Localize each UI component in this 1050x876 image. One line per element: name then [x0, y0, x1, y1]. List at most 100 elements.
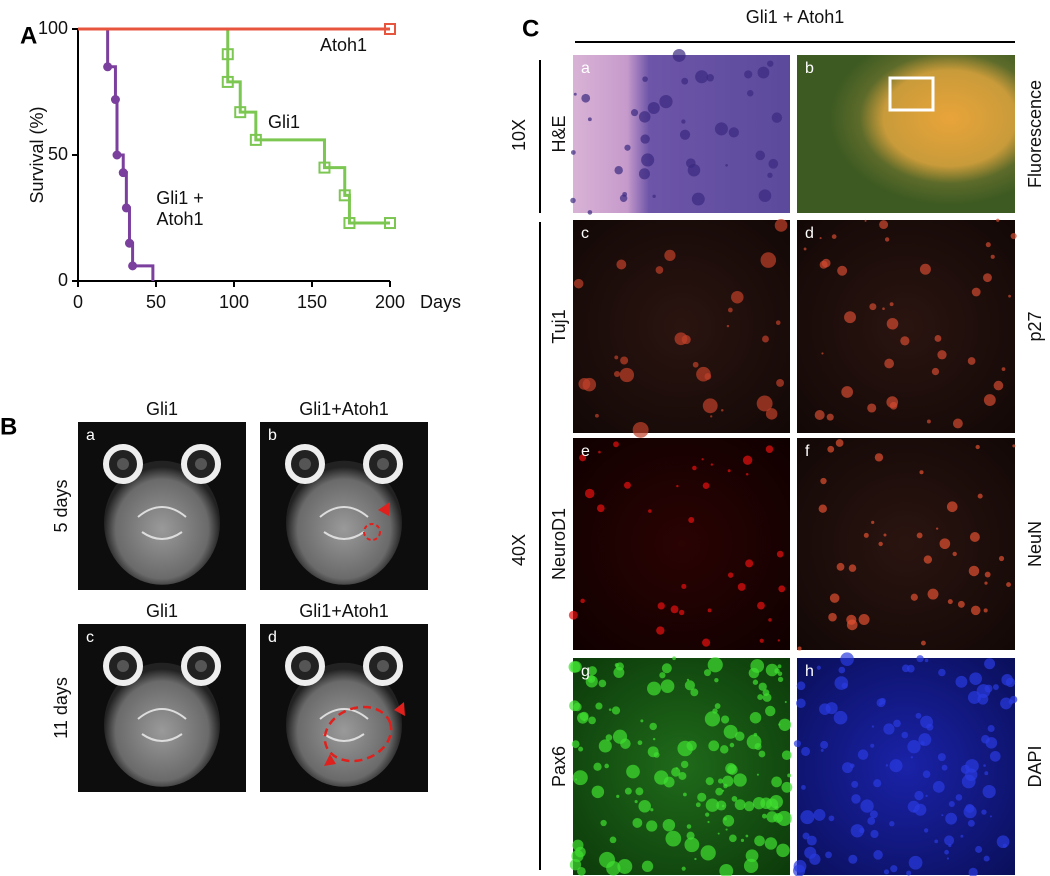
texture	[593, 762, 602, 771]
image-letter: e	[581, 443, 590, 460]
texture	[938, 668, 946, 677]
texture	[681, 866, 686, 871]
texture	[1008, 294, 1011, 298]
texture	[870, 743, 875, 748]
texture	[775, 320, 781, 325]
texture	[813, 808, 826, 821]
texture	[697, 792, 707, 802]
texture	[850, 763, 855, 769]
texture	[952, 418, 963, 429]
image-letter: d	[268, 629, 277, 646]
ventricle	[319, 506, 369, 540]
brain	[104, 662, 220, 787]
eye-center	[117, 660, 129, 672]
texture	[571, 740, 580, 749]
texture	[613, 441, 619, 448]
texture	[969, 672, 982, 685]
texture	[638, 800, 651, 813]
series-label: Gli1	[268, 112, 300, 132]
x-tick-label: 0	[73, 292, 83, 312]
texture	[960, 834, 964, 838]
texture	[944, 835, 955, 846]
texture	[716, 800, 727, 811]
texture	[757, 694, 764, 701]
texture	[774, 668, 780, 674]
texture	[883, 533, 887, 537]
texture	[757, 66, 770, 79]
texture	[777, 676, 784, 682]
texture	[1001, 367, 1006, 371]
texture	[649, 722, 657, 731]
texture	[907, 740, 921, 754]
texture	[883, 723, 895, 735]
texture	[613, 370, 621, 378]
texture	[584, 488, 595, 499]
texture	[758, 682, 767, 691]
texture	[900, 336, 910, 346]
texture	[803, 247, 807, 251]
texture	[681, 335, 691, 345]
texture	[624, 787, 632, 795]
texture	[838, 666, 846, 674]
texture	[984, 658, 996, 670]
texture	[642, 76, 648, 82]
texture	[820, 740, 829, 749]
texture	[641, 860, 654, 873]
texture	[619, 367, 635, 383]
texture	[941, 764, 948, 771]
texture	[706, 74, 714, 82]
texture	[893, 719, 901, 728]
texture	[729, 834, 737, 843]
x-tick-label: 150	[297, 292, 327, 312]
texture	[723, 724, 738, 739]
texture	[690, 688, 699, 697]
texture	[863, 532, 869, 538]
texture	[687, 163, 701, 177]
texture	[916, 532, 923, 539]
texture	[632, 421, 649, 438]
micrograph	[797, 438, 1016, 651]
texture	[963, 805, 977, 819]
micrograph-background	[797, 220, 1015, 433]
texture	[678, 609, 685, 616]
texture	[871, 725, 875, 728]
ventricle	[137, 708, 187, 742]
texture	[616, 259, 627, 270]
texture	[722, 815, 735, 827]
texture	[723, 817, 727, 821]
texture	[721, 408, 724, 412]
panel-label: B	[0, 413, 17, 440]
texture	[595, 413, 599, 418]
texture	[663, 776, 675, 788]
texture	[884, 358, 894, 369]
texture	[725, 763, 737, 774]
texture	[982, 784, 996, 799]
texture	[920, 715, 933, 729]
survival-curve	[78, 27, 390, 225]
texture	[670, 605, 679, 614]
texture	[923, 828, 929, 833]
micrograph	[797, 218, 1017, 433]
texture	[622, 191, 628, 197]
texture	[647, 101, 660, 115]
texture	[989, 750, 1001, 762]
texture	[652, 737, 656, 741]
texture	[961, 774, 976, 789]
texture	[573, 278, 584, 289]
texture	[787, 773, 792, 778]
texture	[774, 219, 788, 232]
eye-center	[195, 458, 207, 470]
texture	[796, 681, 806, 691]
texture	[945, 812, 958, 825]
texture	[728, 127, 739, 138]
row-label: 11 days	[51, 677, 71, 739]
texture	[708, 740, 720, 752]
texture	[731, 795, 738, 802]
texture	[757, 601, 765, 610]
texture	[731, 290, 744, 304]
texture	[915, 712, 922, 719]
texture	[609, 836, 617, 844]
texture	[840, 652, 854, 666]
texture	[733, 773, 747, 787]
